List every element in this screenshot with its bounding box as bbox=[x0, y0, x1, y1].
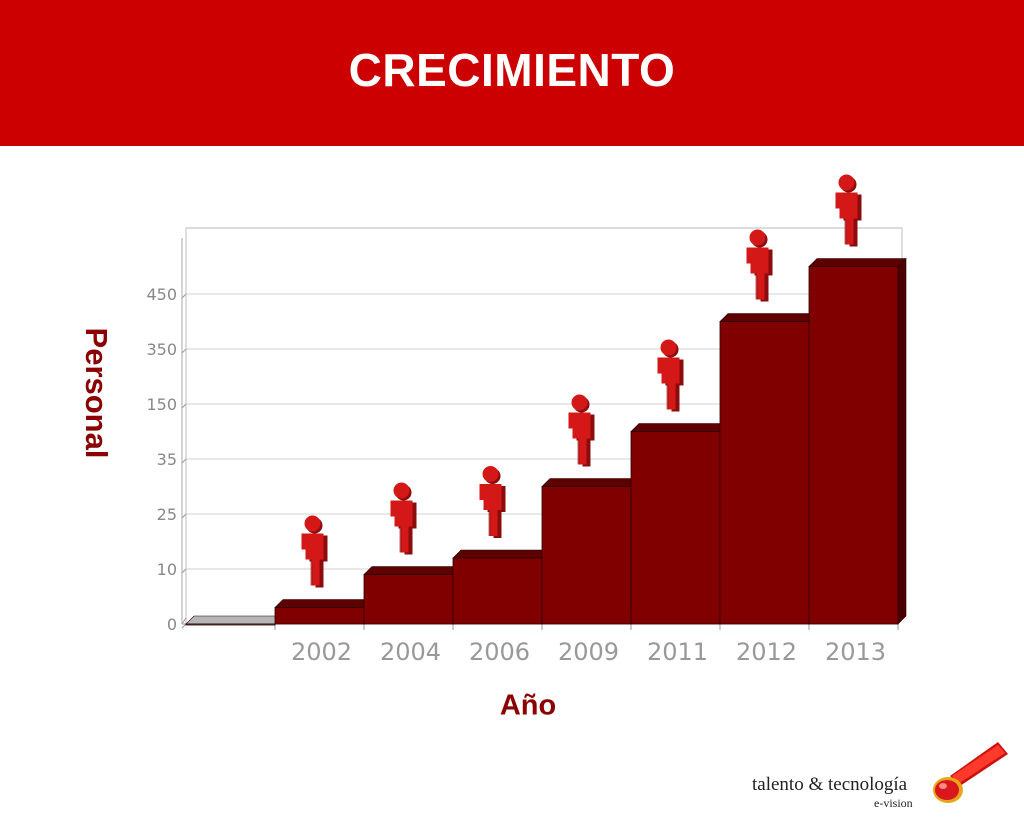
y-tick-label: 35 bbox=[157, 450, 177, 469]
person-icon bbox=[568, 394, 595, 467]
y-tick bbox=[181, 348, 187, 354]
y-axis-label: Personal bbox=[79, 327, 114, 459]
logo-text: talento & tecnología bbox=[752, 774, 908, 795]
y-tick bbox=[181, 458, 187, 464]
person-icon bbox=[746, 229, 773, 302]
y-tick-label: 25 bbox=[157, 505, 177, 524]
bar-top bbox=[541, 478, 640, 487]
y-tick bbox=[181, 403, 187, 409]
person-icon bbox=[301, 515, 328, 588]
logo-subtext: e-vision bbox=[874, 796, 913, 810]
bar bbox=[363, 574, 454, 625]
header-banner: CRECIMIENTO bbox=[0, 0, 1024, 146]
y-tick bbox=[181, 293, 187, 299]
company-logo: talento & tecnología e-vision bbox=[748, 740, 1010, 810]
y-tick-label: 150 bbox=[146, 395, 177, 414]
bar bbox=[274, 607, 365, 625]
bar bbox=[808, 266, 899, 625]
x-tick-label: 2009 bbox=[558, 638, 619, 666]
bar bbox=[630, 431, 721, 625]
y-tick bbox=[181, 568, 187, 574]
bar-top bbox=[808, 258, 907, 267]
bar-chart: 0 10 25 35 150 350 450 2002 2004 2006 2009 2011 2012… bbox=[146, 174, 907, 666]
person-icon bbox=[479, 466, 506, 538]
y-tick bbox=[181, 623, 187, 629]
bar-top bbox=[630, 423, 729, 432]
person-icon bbox=[657, 339, 684, 412]
bar-top bbox=[274, 599, 373, 608]
floor-edge bbox=[181, 617, 187, 625]
bar-top bbox=[452, 549, 551, 559]
exclamation-logo-icon bbox=[933, 742, 1008, 803]
person-icon bbox=[835, 174, 862, 247]
x-axis-label: Año bbox=[499, 689, 557, 722]
y-tick-label: 10 bbox=[157, 560, 177, 579]
x-tick-label: 2012 bbox=[736, 638, 797, 666]
bar bbox=[452, 557, 543, 625]
bar-top bbox=[185, 615, 284, 625]
bar bbox=[719, 321, 810, 625]
y-tick bbox=[181, 513, 187, 519]
x-tick-label: 2004 bbox=[380, 638, 441, 666]
bar-top bbox=[363, 566, 462, 575]
y-tick-label: 450 bbox=[146, 285, 177, 304]
y-tick-label: 0 bbox=[167, 615, 177, 634]
person-icon bbox=[390, 482, 417, 555]
x-tick-label: 2013 bbox=[825, 638, 886, 666]
y-tick-label: 350 bbox=[146, 340, 177, 359]
x-tick-label: 2006 bbox=[469, 638, 530, 666]
bar-top bbox=[719, 313, 818, 322]
bar bbox=[185, 623, 276, 626]
bar bbox=[541, 486, 632, 625]
x-tick-label: 2011 bbox=[647, 638, 708, 666]
bar-side bbox=[897, 257, 907, 625]
x-tick-label: 2002 bbox=[291, 638, 352, 666]
page-title: CRECIMIENTO bbox=[348, 44, 676, 96]
